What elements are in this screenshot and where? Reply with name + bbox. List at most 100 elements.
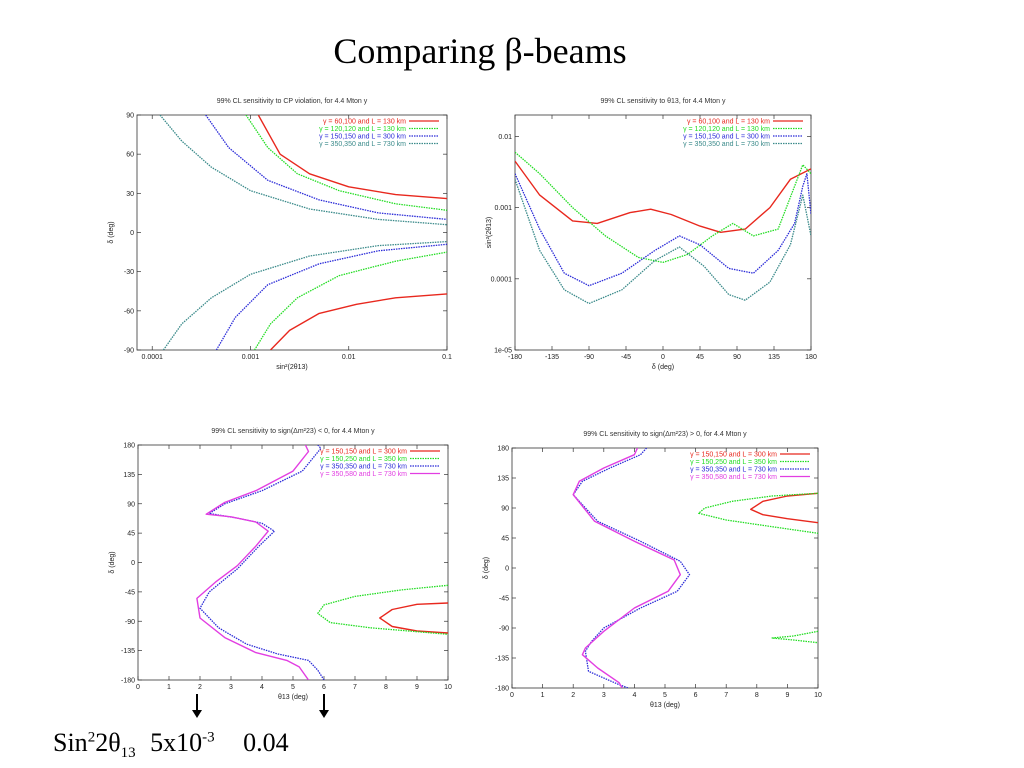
x-axis-label: θ13 (deg) xyxy=(650,702,680,709)
legend-entry: γ = 350,350 and L = 730 km xyxy=(319,141,406,148)
y-tick-label: -90 xyxy=(125,619,135,626)
legend-entry: γ = 150,250 and L = 350 km xyxy=(690,459,777,466)
chart-title: 99% CL sensitivity to sign(Δm²23) > 0, f… xyxy=(583,431,747,438)
series-line-blue xyxy=(572,448,691,688)
y-tick-label: -60 xyxy=(124,308,134,315)
y-tick-label: 0.0001 xyxy=(491,276,513,283)
x-tick-label: 1 xyxy=(541,692,545,699)
x-tick-label: 10 xyxy=(444,684,452,691)
y-tick-label: 0.01 xyxy=(498,134,512,141)
legend-entry: γ = 60,100 and L = 130 km xyxy=(323,119,406,126)
legend-entry: γ = 150,150 and L = 300 km xyxy=(683,134,770,141)
y-tick-label: -90 xyxy=(124,348,134,355)
plot-frame xyxy=(511,447,819,689)
x-axis-label: sin²(2θ13) xyxy=(276,364,308,371)
legend-entry: γ = 150,150 and L = 300 km xyxy=(319,134,406,141)
y-tick-label: 1e-05 xyxy=(494,348,512,355)
chart-title: 99% CL sensitivity to sign(Δm²23) < 0, f… xyxy=(211,428,375,435)
value-0-04: 0.04 xyxy=(243,728,289,757)
x-tick-label: 90 xyxy=(733,354,741,361)
slide-title: Comparing β-beams xyxy=(333,31,627,71)
chart-title: 99% CL sensitivity to CP violation, for … xyxy=(217,98,368,105)
x-tick-label: 5 xyxy=(291,684,295,691)
series-line-red xyxy=(515,160,811,233)
y-tick-label: 0 xyxy=(130,230,134,237)
x-tick-label: 9 xyxy=(415,684,419,691)
y-axis-label: δ (deg) xyxy=(108,221,115,243)
series-line-blue xyxy=(515,173,811,287)
x-tick-label: 7 xyxy=(353,684,357,691)
legend-entry: γ = 350,350 and L = 730 km xyxy=(320,464,407,471)
x-tick-label: 3 xyxy=(229,684,233,691)
y-axis-label: sin²(2θ13) xyxy=(486,217,493,249)
x-axis-label: θ13 (deg) xyxy=(278,694,308,701)
y-tick-label: 135 xyxy=(123,472,135,479)
bottom-text: Sin22θ13 5x10-3 0.04 xyxy=(53,728,289,762)
series-line-teal xyxy=(159,115,447,226)
y-tick-label: 60 xyxy=(126,152,134,159)
y-tick-label: 90 xyxy=(127,501,135,508)
y-tick-label: -180 xyxy=(495,686,509,693)
series-line-magenta xyxy=(572,448,681,688)
chart-theta13-sensitivity: 99% CL sensitivity to θ13, for 4.4 Mton … xyxy=(480,95,820,375)
x-tick-label: -135 xyxy=(545,354,559,361)
x-tick-label: 0.01 xyxy=(342,354,356,361)
series-line-green xyxy=(253,251,447,350)
x-tick-label: -45 xyxy=(621,354,631,361)
y-tick-label: -30 xyxy=(124,269,134,276)
x-tick-label: -180 xyxy=(508,354,522,361)
legend-entry: γ = 60,100 and L = 130 km xyxy=(687,119,770,126)
y-tick-label: 180 xyxy=(123,443,135,450)
series-line-green xyxy=(771,630,818,644)
x-axis-label: δ (deg) xyxy=(652,364,674,371)
x-tick-label: 6 xyxy=(322,684,326,691)
x-tick-label: 0 xyxy=(661,354,665,361)
series-line-red xyxy=(257,115,447,200)
x-tick-label: 1 xyxy=(167,684,171,691)
x-tick-label: 135 xyxy=(768,354,780,361)
x-tick-label: 4 xyxy=(260,684,264,691)
chart-sign-negative: 99% CL sensitivity to sign(Δm²23) < 0, f… xyxy=(109,425,455,701)
y-tick-label: 45 xyxy=(501,536,509,543)
plot-frame xyxy=(136,114,448,351)
x-tick-label: 180 xyxy=(805,354,817,361)
series-line-green xyxy=(245,115,447,211)
series-line-teal xyxy=(162,240,447,350)
series-line-red xyxy=(750,492,818,524)
x-tick-label: 7 xyxy=(724,692,728,699)
legend-entry: γ = 350,580 and L = 730 km xyxy=(690,474,777,481)
y-tick-label: 0 xyxy=(131,560,135,567)
value-5e-3: 5x10 xyxy=(150,728,203,757)
legend-entry: γ = 150,150 and L = 300 km xyxy=(320,449,407,456)
plot-frame xyxy=(137,444,449,681)
legend-entry: γ = 150,250 and L = 350 km xyxy=(320,456,407,463)
legend-entry: γ = 120,120 and L = 130 km xyxy=(683,126,770,133)
y-tick-label: 90 xyxy=(126,113,134,120)
legend-entry: γ = 350,350 and L = 730 km xyxy=(683,141,770,148)
y-axis-label: δ (deg) xyxy=(483,557,490,579)
y-tick-label: 90 xyxy=(501,506,509,513)
y-tick-label: 30 xyxy=(126,191,134,198)
series-line-red xyxy=(379,602,448,634)
x-tick-label: 8 xyxy=(755,692,759,699)
x-tick-label: 4 xyxy=(632,692,636,699)
down-arrow-icon xyxy=(192,694,202,718)
series-line-teal xyxy=(515,179,811,305)
chart-sign-positive: 99% CL sensitivity to sign(Δm²23) > 0, f… xyxy=(480,428,825,718)
y-tick-label: -135 xyxy=(495,656,509,663)
legend-entry: γ = 350,580 and L = 730 km xyxy=(320,471,407,478)
x-tick-label: 0 xyxy=(510,692,514,699)
series-line-blue xyxy=(205,115,447,221)
x-tick-label: 3 xyxy=(602,692,606,699)
series-line-blue xyxy=(215,243,447,350)
series-line-red xyxy=(269,293,447,350)
series-line-green xyxy=(317,584,448,635)
chart-cp-violation: 99% CL sensitivity to CP violation, for … xyxy=(108,95,455,371)
series-line-blue xyxy=(199,445,325,680)
sin-label: Sin xyxy=(53,728,88,757)
y-tick-label: -45 xyxy=(499,596,509,603)
series-line-magenta xyxy=(196,445,310,680)
x-tick-label: 8 xyxy=(384,684,388,691)
x-tick-label: 0.1 xyxy=(442,354,452,361)
series-line-green xyxy=(698,492,818,534)
